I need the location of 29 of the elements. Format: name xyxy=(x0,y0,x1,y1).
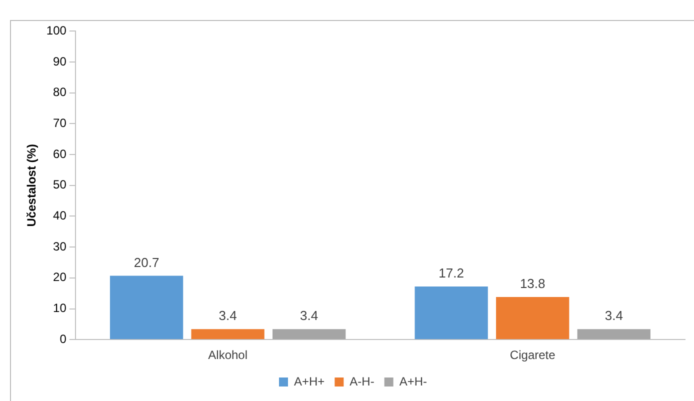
legend-label: A+H- xyxy=(399,374,428,388)
y-tick-label: 70 xyxy=(53,116,67,130)
data-label: 20.7 xyxy=(134,254,160,270)
y-tick-label: 50 xyxy=(53,178,67,192)
data-label: 3.4 xyxy=(218,308,237,324)
legend-label: A-H- xyxy=(350,374,374,388)
bar xyxy=(496,297,570,340)
y-tick-label: 60 xyxy=(53,146,67,161)
data-label: 3.4 xyxy=(604,308,623,324)
y-tick-label: 90 xyxy=(53,54,67,68)
y-tick-label: 40 xyxy=(53,208,67,223)
legend-label: A+H+ xyxy=(294,374,325,388)
y-tick-label: 30 xyxy=(53,239,67,254)
bar xyxy=(577,329,650,340)
data-label: 3.4 xyxy=(300,308,318,324)
bar xyxy=(110,276,184,340)
bar xyxy=(272,329,346,340)
y-tick-label: 100 xyxy=(46,24,67,38)
bar xyxy=(414,286,488,340)
x-tick-label: Alkohol xyxy=(208,348,248,362)
x-tick-label: Cigarete xyxy=(510,348,556,362)
bar xyxy=(191,329,264,340)
y-tick-label: 20 xyxy=(53,270,67,284)
y-tick-label: 0 xyxy=(60,332,67,346)
y-axis-title: Učestalost (%) xyxy=(24,144,39,227)
y-tick-label: 80 xyxy=(53,85,67,100)
data-label: 17.2 xyxy=(438,266,464,281)
data-label: 13.8 xyxy=(520,276,546,292)
y-tick-label: 10 xyxy=(53,301,67,316)
